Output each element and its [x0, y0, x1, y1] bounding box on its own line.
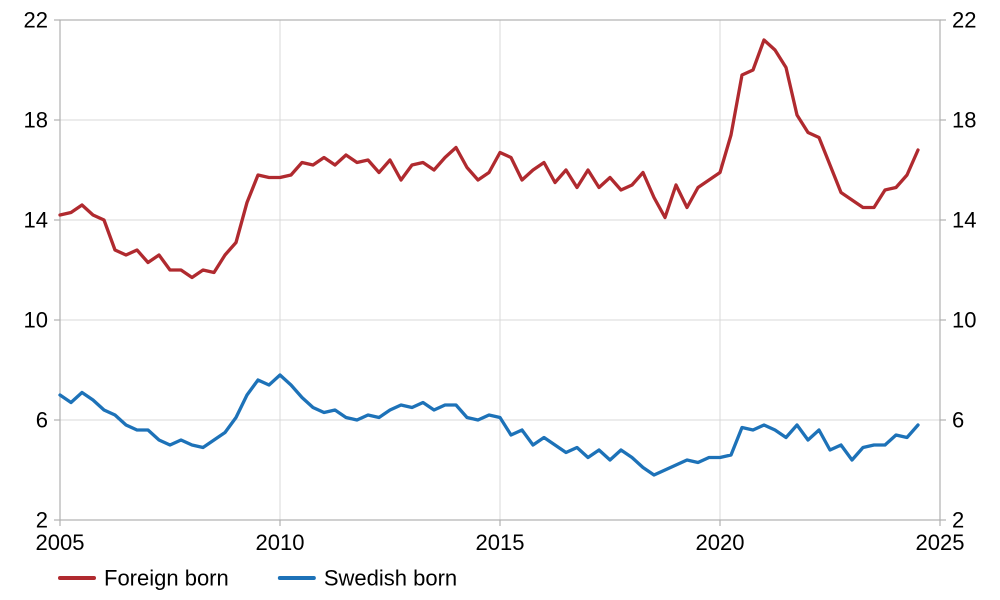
y-tick-label-left: 14 [24, 208, 48, 233]
x-tick-label: 2020 [696, 530, 745, 555]
chart-svg: 2005201020152020202522661010141418182222… [0, 0, 1000, 600]
x-tick-label: 2015 [476, 530, 525, 555]
y-tick-label-right: 10 [952, 308, 976, 333]
legend-label: Swedish born [324, 566, 457, 591]
y-tick-label-left: 10 [24, 308, 48, 333]
y-tick-label-right: 18 [952, 108, 976, 133]
y-tick-label-right: 6 [952, 408, 964, 433]
y-tick-label-left: 2 [36, 508, 48, 533]
legend-label: Foreign born [104, 566, 229, 591]
y-tick-label-left: 18 [24, 108, 48, 133]
x-tick-label: 2005 [36, 530, 85, 555]
y-tick-label-right: 2 [952, 508, 964, 533]
y-tick-label-left: 6 [36, 408, 48, 433]
y-tick-label-right: 14 [952, 208, 976, 233]
y-tick-label-left: 22 [24, 8, 48, 33]
x-tick-label: 2025 [916, 530, 965, 555]
y-tick-label-right: 22 [952, 8, 976, 33]
x-tick-label: 2010 [256, 530, 305, 555]
line-chart: 2005201020152020202522661010141418182222… [0, 0, 1000, 600]
